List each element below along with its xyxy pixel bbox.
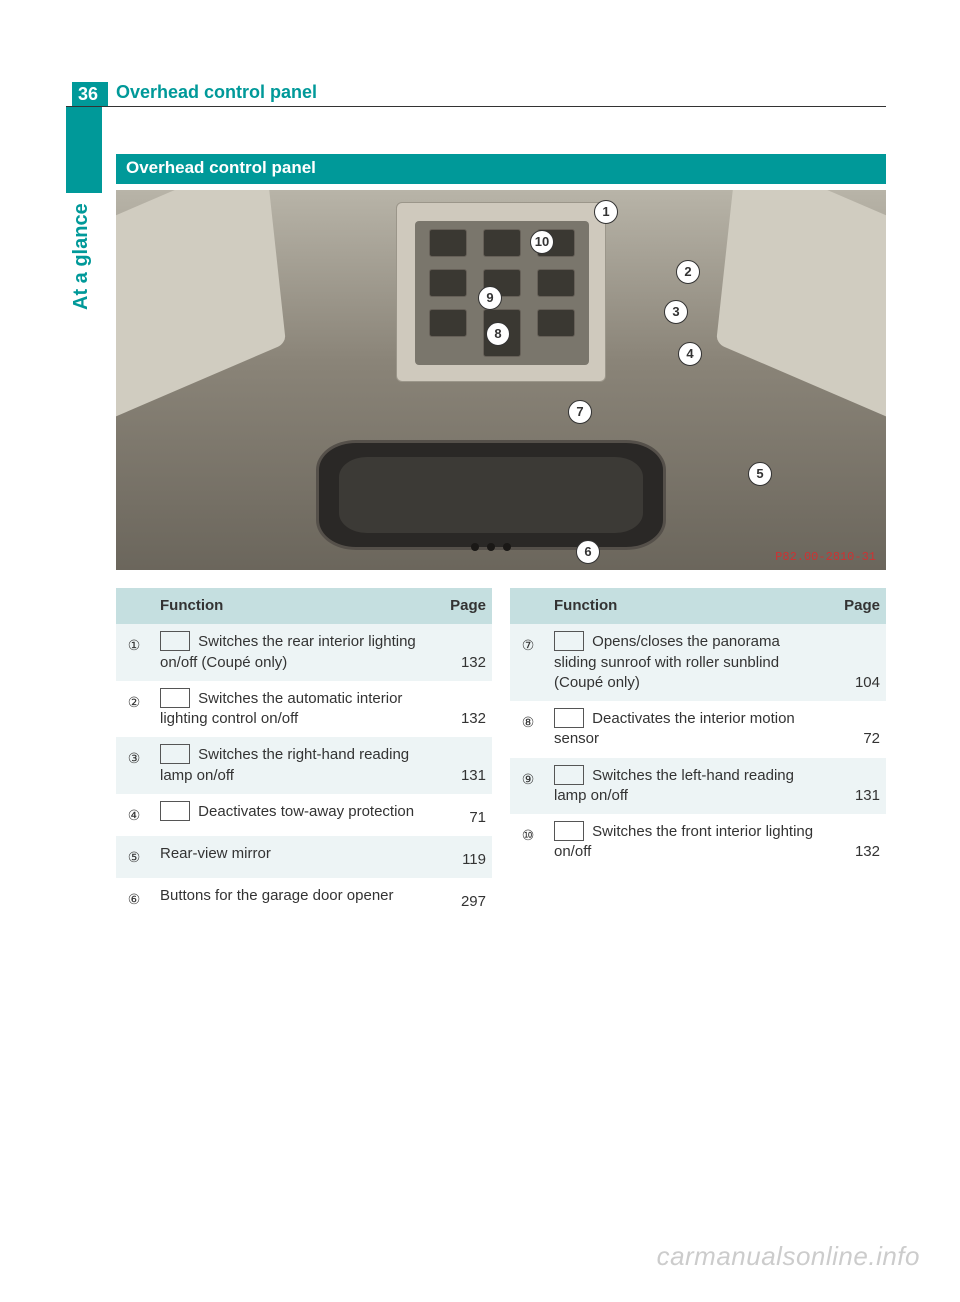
row-page: 104 bbox=[830, 624, 886, 701]
row-number: ⑨ bbox=[510, 758, 546, 815]
button-icon bbox=[160, 744, 190, 764]
table-header-function: Function bbox=[546, 588, 830, 624]
row-number: ⑦ bbox=[510, 624, 546, 701]
table-header-blank bbox=[116, 588, 152, 624]
side-section-label: At a glance bbox=[70, 203, 93, 310]
row-page: 132 bbox=[436, 624, 492, 681]
row-number: ⑧ bbox=[510, 701, 546, 758]
callout-9: 9 bbox=[478, 286, 502, 310]
row-number: ⑤ bbox=[116, 836, 152, 878]
callout-1: 1 bbox=[594, 200, 618, 224]
row-number: ② bbox=[116, 681, 152, 738]
row-function: Deactivates the interior motion sensor bbox=[546, 701, 830, 758]
visor-right bbox=[716, 190, 886, 429]
button-icon bbox=[554, 708, 584, 728]
button-icon bbox=[554, 765, 584, 785]
table-header-page: Page bbox=[436, 588, 492, 624]
row-function: Buttons for the garage door opener bbox=[152, 878, 436, 920]
mirror-buttons bbox=[471, 543, 511, 551]
section-banner: Overhead control panel bbox=[116, 154, 886, 184]
row-function: Opens/closes the panorama sliding sunroo… bbox=[546, 624, 830, 701]
callout-8: 8 bbox=[486, 322, 510, 346]
row-function: Deactivates tow-away protection bbox=[152, 794, 436, 836]
row-number: ① bbox=[116, 624, 152, 681]
control-panel bbox=[396, 202, 606, 382]
table-header-blank bbox=[510, 588, 546, 624]
row-page: 131 bbox=[830, 758, 886, 815]
callout-3: 3 bbox=[664, 300, 688, 324]
row-number: ④ bbox=[116, 794, 152, 836]
row-page: 132 bbox=[436, 681, 492, 738]
panel-button bbox=[483, 229, 521, 257]
button-icon bbox=[160, 801, 190, 821]
table-row: ⑤Rear-view mirror119 bbox=[116, 836, 492, 878]
row-function: Switches the front interior lighting on/… bbox=[546, 814, 830, 871]
image-code: P82.00-2810-31 bbox=[775, 550, 876, 564]
function-table-right: Function Page ⑦ Opens/closes the panoram… bbox=[510, 588, 886, 871]
rear-view-mirror bbox=[316, 440, 666, 550]
row-number: ③ bbox=[116, 737, 152, 794]
callout-10: 10 bbox=[530, 230, 554, 254]
row-function: Rear-view mirror bbox=[152, 836, 436, 878]
button-icon bbox=[160, 631, 190, 651]
row-page: 71 bbox=[436, 794, 492, 836]
row-page: 72 bbox=[830, 701, 886, 758]
row-number: ⑩ bbox=[510, 814, 546, 871]
table-row: ⑩ Switches the front interior lighting o… bbox=[510, 814, 886, 871]
callout-6: 6 bbox=[576, 540, 600, 564]
table-row: ③ Switches the right-hand reading lamp o… bbox=[116, 737, 492, 794]
overhead-panel-figure: 1 2 3 4 5 6 7 8 9 10 P82.00-2810-31 bbox=[116, 190, 886, 570]
callout-4: 4 bbox=[678, 342, 702, 366]
button-icon bbox=[554, 631, 584, 651]
callout-7: 7 bbox=[568, 400, 592, 424]
table-row: ② Switches the automatic interior lighti… bbox=[116, 681, 492, 738]
mirror-glass bbox=[339, 457, 643, 533]
table-row: ⑦ Opens/closes the panorama sliding sunr… bbox=[510, 624, 886, 701]
table-header-page: Page bbox=[830, 588, 886, 624]
side-tab bbox=[66, 107, 102, 193]
panel-button bbox=[429, 269, 467, 297]
panel-button bbox=[537, 309, 575, 337]
visor-left bbox=[116, 190, 286, 429]
watermark: carmanualsonline.info bbox=[657, 1241, 920, 1272]
panel-button bbox=[537, 269, 575, 297]
row-function: Switches the left-hand reading lamp on/o… bbox=[546, 758, 830, 815]
table-row: ④ Deactivates tow-away protection71 bbox=[116, 794, 492, 836]
table-row: ⑨ Switches the left-hand reading lamp on… bbox=[510, 758, 886, 815]
panel-button bbox=[429, 309, 467, 337]
callout-2: 2 bbox=[676, 260, 700, 284]
function-table-left: Function Page ① Switches the rear interi… bbox=[116, 588, 492, 920]
page-title: Overhead control panel bbox=[116, 82, 317, 106]
row-function: Switches the automatic interior lighting… bbox=[152, 681, 436, 738]
row-page: 297 bbox=[436, 878, 492, 920]
table-header-function: Function bbox=[152, 588, 436, 624]
row-page: 132 bbox=[830, 814, 886, 871]
button-icon bbox=[160, 688, 190, 708]
row-page: 131 bbox=[436, 737, 492, 794]
row-function: Switches the right-hand reading lamp on/… bbox=[152, 737, 436, 794]
row-function: Switches the rear interior lighting on/o… bbox=[152, 624, 436, 681]
button-icon bbox=[554, 821, 584, 841]
callout-5: 5 bbox=[748, 462, 772, 486]
row-page: 119 bbox=[436, 836, 492, 878]
table-row: ⑧ Deactivates the interior motion sensor… bbox=[510, 701, 886, 758]
header-rule bbox=[66, 106, 886, 107]
page-number: 36 bbox=[72, 82, 108, 106]
table-row: ① Switches the rear interior lighting on… bbox=[116, 624, 492, 681]
table-row: ⑥Buttons for the garage door opener297 bbox=[116, 878, 492, 920]
row-number: ⑥ bbox=[116, 878, 152, 920]
panel-button bbox=[429, 229, 467, 257]
